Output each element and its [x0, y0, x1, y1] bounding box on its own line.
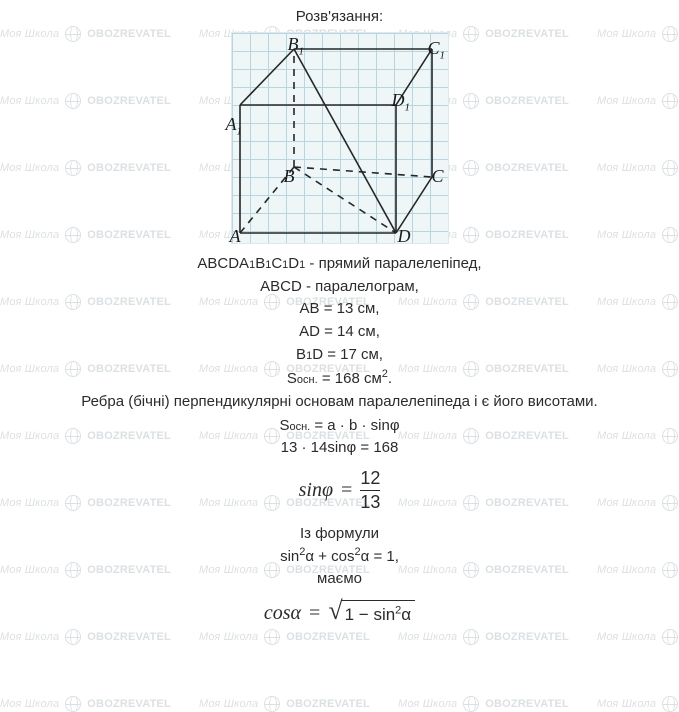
- given-line-4: AD = 14 см,: [0, 321, 679, 343]
- sin-equation: sinφ = 12 13: [299, 469, 381, 514]
- trig-identity: sin2α + cos2α = 1,: [0, 545, 679, 568]
- given-line-1: ABCDA1B1C1D1 - прямий паралелепіпед,: [0, 253, 679, 275]
- perpendicular-note: Ребра (бічні) перпендикулярні основам па…: [20, 391, 659, 413]
- given-line-5: B1D = 17 см,: [0, 344, 679, 366]
- area-substituted: 13 · 14sinφ = 168: [0, 437, 679, 459]
- sketch-wrap: ADCBA1B1C1D1: [0, 30, 679, 252]
- cos-equation: cosα = √ 1 − sin2α: [264, 599, 415, 628]
- sin-lhs: sinφ: [299, 476, 333, 505]
- given-block: ABCDA1B1C1D1 - прямий паралелепіпед, ABC…: [0, 253, 679, 390]
- cos-lhs: cosα: [264, 599, 301, 628]
- given-line-6: Sосн. = 168 см2.: [0, 367, 679, 390]
- solution-title: Розв'язання:: [0, 0, 679, 30]
- have: маємо: [0, 568, 679, 590]
- from-formula: Із формули: [0, 523, 679, 545]
- given-line-3: AB = 13 см,: [0, 298, 679, 320]
- parallelepiped-sketch: ADCBA1B1C1D1: [231, 32, 449, 244]
- area-formula: Sосн. = a · b · sinφ: [0, 415, 679, 437]
- solution-content: Розв'язання: ADCBA1B1C1D1 ABCDA1B1C1D1 -…: [0, 0, 679, 638]
- fraction: 12 13: [360, 469, 380, 514]
- square-root: √ 1 − sin2α: [328, 600, 415, 628]
- given-line-2: ABCD - паралелограм,: [0, 276, 679, 298]
- sketch-svg: [232, 33, 448, 243]
